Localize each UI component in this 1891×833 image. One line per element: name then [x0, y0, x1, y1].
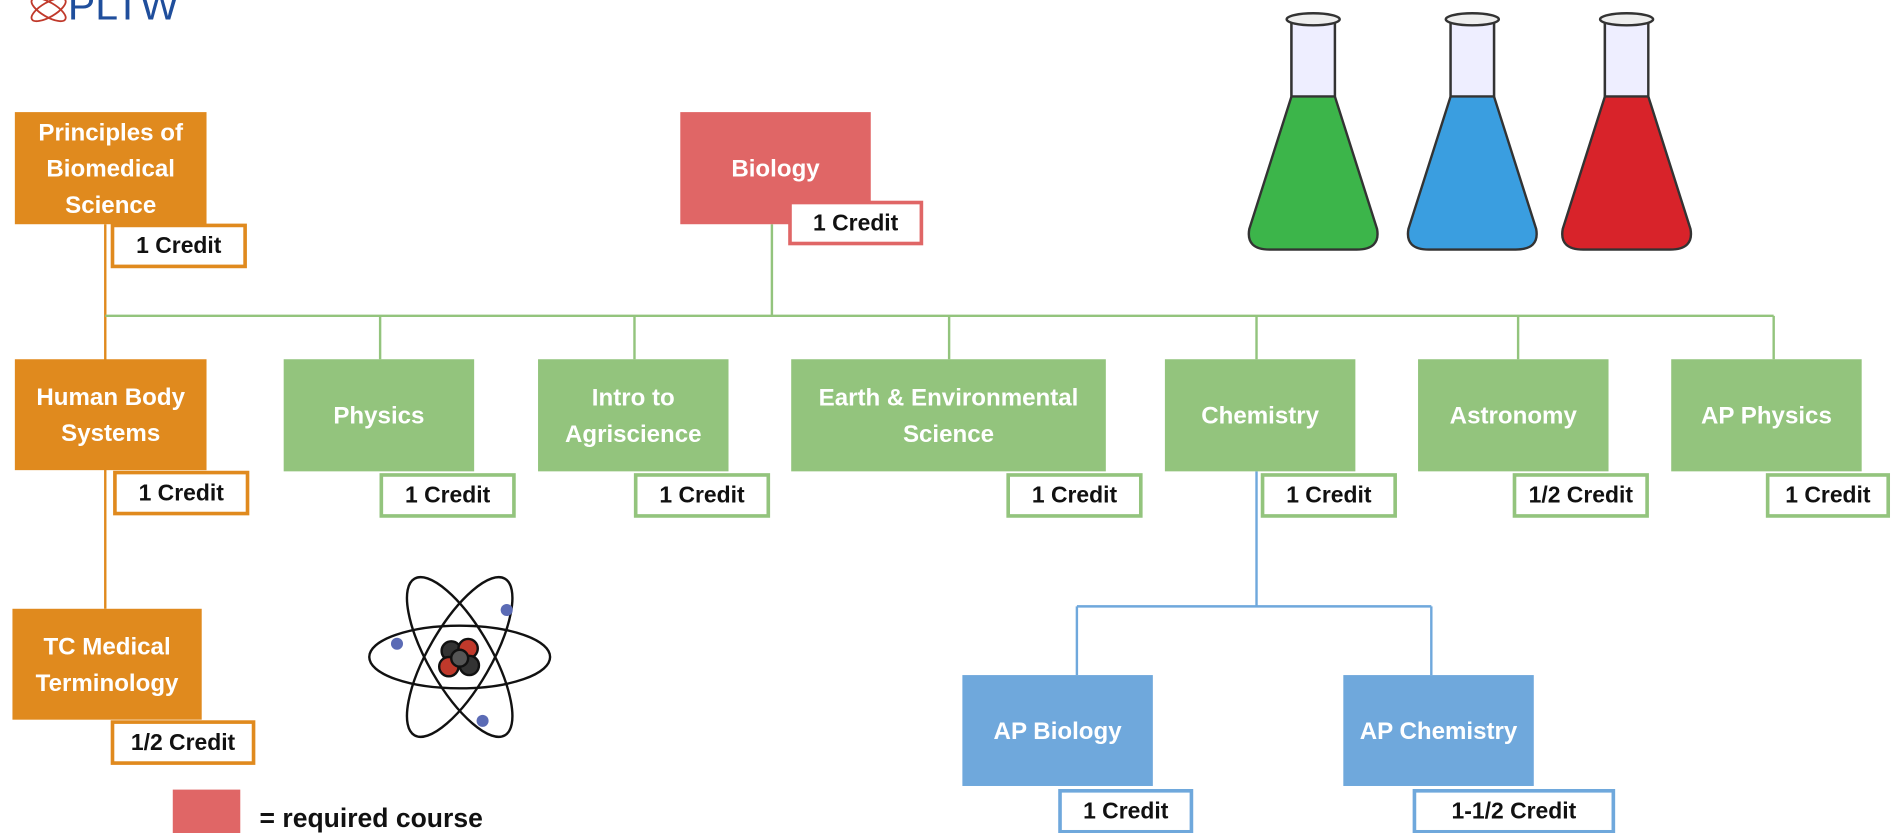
course-label-line: AP Physics: [1701, 403, 1832, 430]
flasks: [1249, 13, 1691, 249]
course-label: AP Biology: [994, 718, 1123, 745]
course: AP Biology 1 Credit: [962, 675, 1191, 832]
course: AP Chemistry 1-1/2 Credit: [1343, 675, 1613, 832]
course-label-line: AP Chemistry: [1360, 718, 1518, 745]
diagram: PLTW Principles of Biomedical Science 1 Cre…: [0, 0, 1891, 833]
course-label-line: Agriscience: [565, 421, 702, 448]
course-label: Chemistry: [1201, 403, 1319, 430]
credit-text: 1-1/2 Credit: [1452, 798, 1577, 824]
course: TC Medical Terminology 1/2 Credit: [12, 609, 253, 763]
course-label-line: Human Body: [36, 384, 185, 411]
course-label-line: Science: [903, 421, 994, 448]
logo: PLTW: [28, 0, 179, 28]
course-label-line: Systems: [61, 420, 160, 447]
course: Astronomy 1/2 Credit: [1418, 359, 1647, 516]
course: Earth & Environmental Science 1 Credit: [791, 359, 1141, 516]
course-label: AP Chemistry: [1360, 718, 1518, 745]
course-label-line: Earth & Environmental: [819, 385, 1079, 412]
course: Physics 1 Credit: [284, 359, 514, 516]
credit-text: 1/2 Credit: [1529, 482, 1634, 508]
credit-text: 1 Credit: [405, 482, 491, 508]
course-label: Physics: [333, 403, 424, 430]
course-box: [538, 359, 728, 471]
course: AP Physics 1 Credit: [1671, 359, 1888, 516]
credit-text: 1/2 Credit: [131, 729, 236, 755]
course-label: Astronomy: [1450, 403, 1578, 430]
credit-text: 1 Credit: [139, 479, 225, 505]
course-box: [15, 359, 207, 470]
credit-text: 1 Credit: [659, 482, 745, 508]
course-label-line: TC Medical: [43, 634, 170, 661]
course: Biology 1 Credit: [680, 112, 921, 243]
logo-text: PLTW: [68, 0, 179, 28]
course-label-line: Physics: [333, 403, 424, 430]
legend-text: = required course: [260, 803, 483, 833]
course-label-line: Chemistry: [1201, 403, 1319, 430]
credit-text: 1 Credit: [1083, 798, 1169, 824]
course-label: Biology: [731, 156, 820, 183]
credit-text: 1 Credit: [813, 209, 899, 235]
legend-swatch: [173, 790, 241, 833]
course-label-line: Terminology: [36, 670, 179, 697]
course: Chemistry 1 Credit: [1165, 359, 1395, 516]
course-label-line: Biomedical: [46, 156, 175, 183]
credit-text: 1 Credit: [1032, 482, 1118, 508]
credit-text: 1 Credit: [1785, 482, 1871, 508]
course-label-line: Intro to: [592, 385, 675, 412]
course-label-line: AP Biology: [994, 718, 1123, 745]
course-label-line: Biology: [731, 156, 820, 183]
course: Principles of Biomedical Science 1 Credit: [15, 112, 245, 266]
course-label-line: Astronomy: [1450, 403, 1578, 430]
course-label-line: Principles of: [38, 119, 184, 146]
course: Intro to Agriscience 1 Credit: [538, 359, 768, 516]
course-label: AP Physics: [1701, 403, 1832, 430]
course-box: [12, 609, 201, 720]
course: Human Body Systems 1 Credit: [15, 359, 248, 513]
atom: [369, 563, 550, 751]
page: { "logo": "PLTW", "nodes": [ {"label": […: [0, 0, 1891, 833]
credit-text: 1 Credit: [1286, 482, 1372, 508]
course-label-line: Science: [65, 192, 156, 219]
course-box: [791, 359, 1106, 471]
credit-text: 1 Credit: [136, 232, 222, 258]
